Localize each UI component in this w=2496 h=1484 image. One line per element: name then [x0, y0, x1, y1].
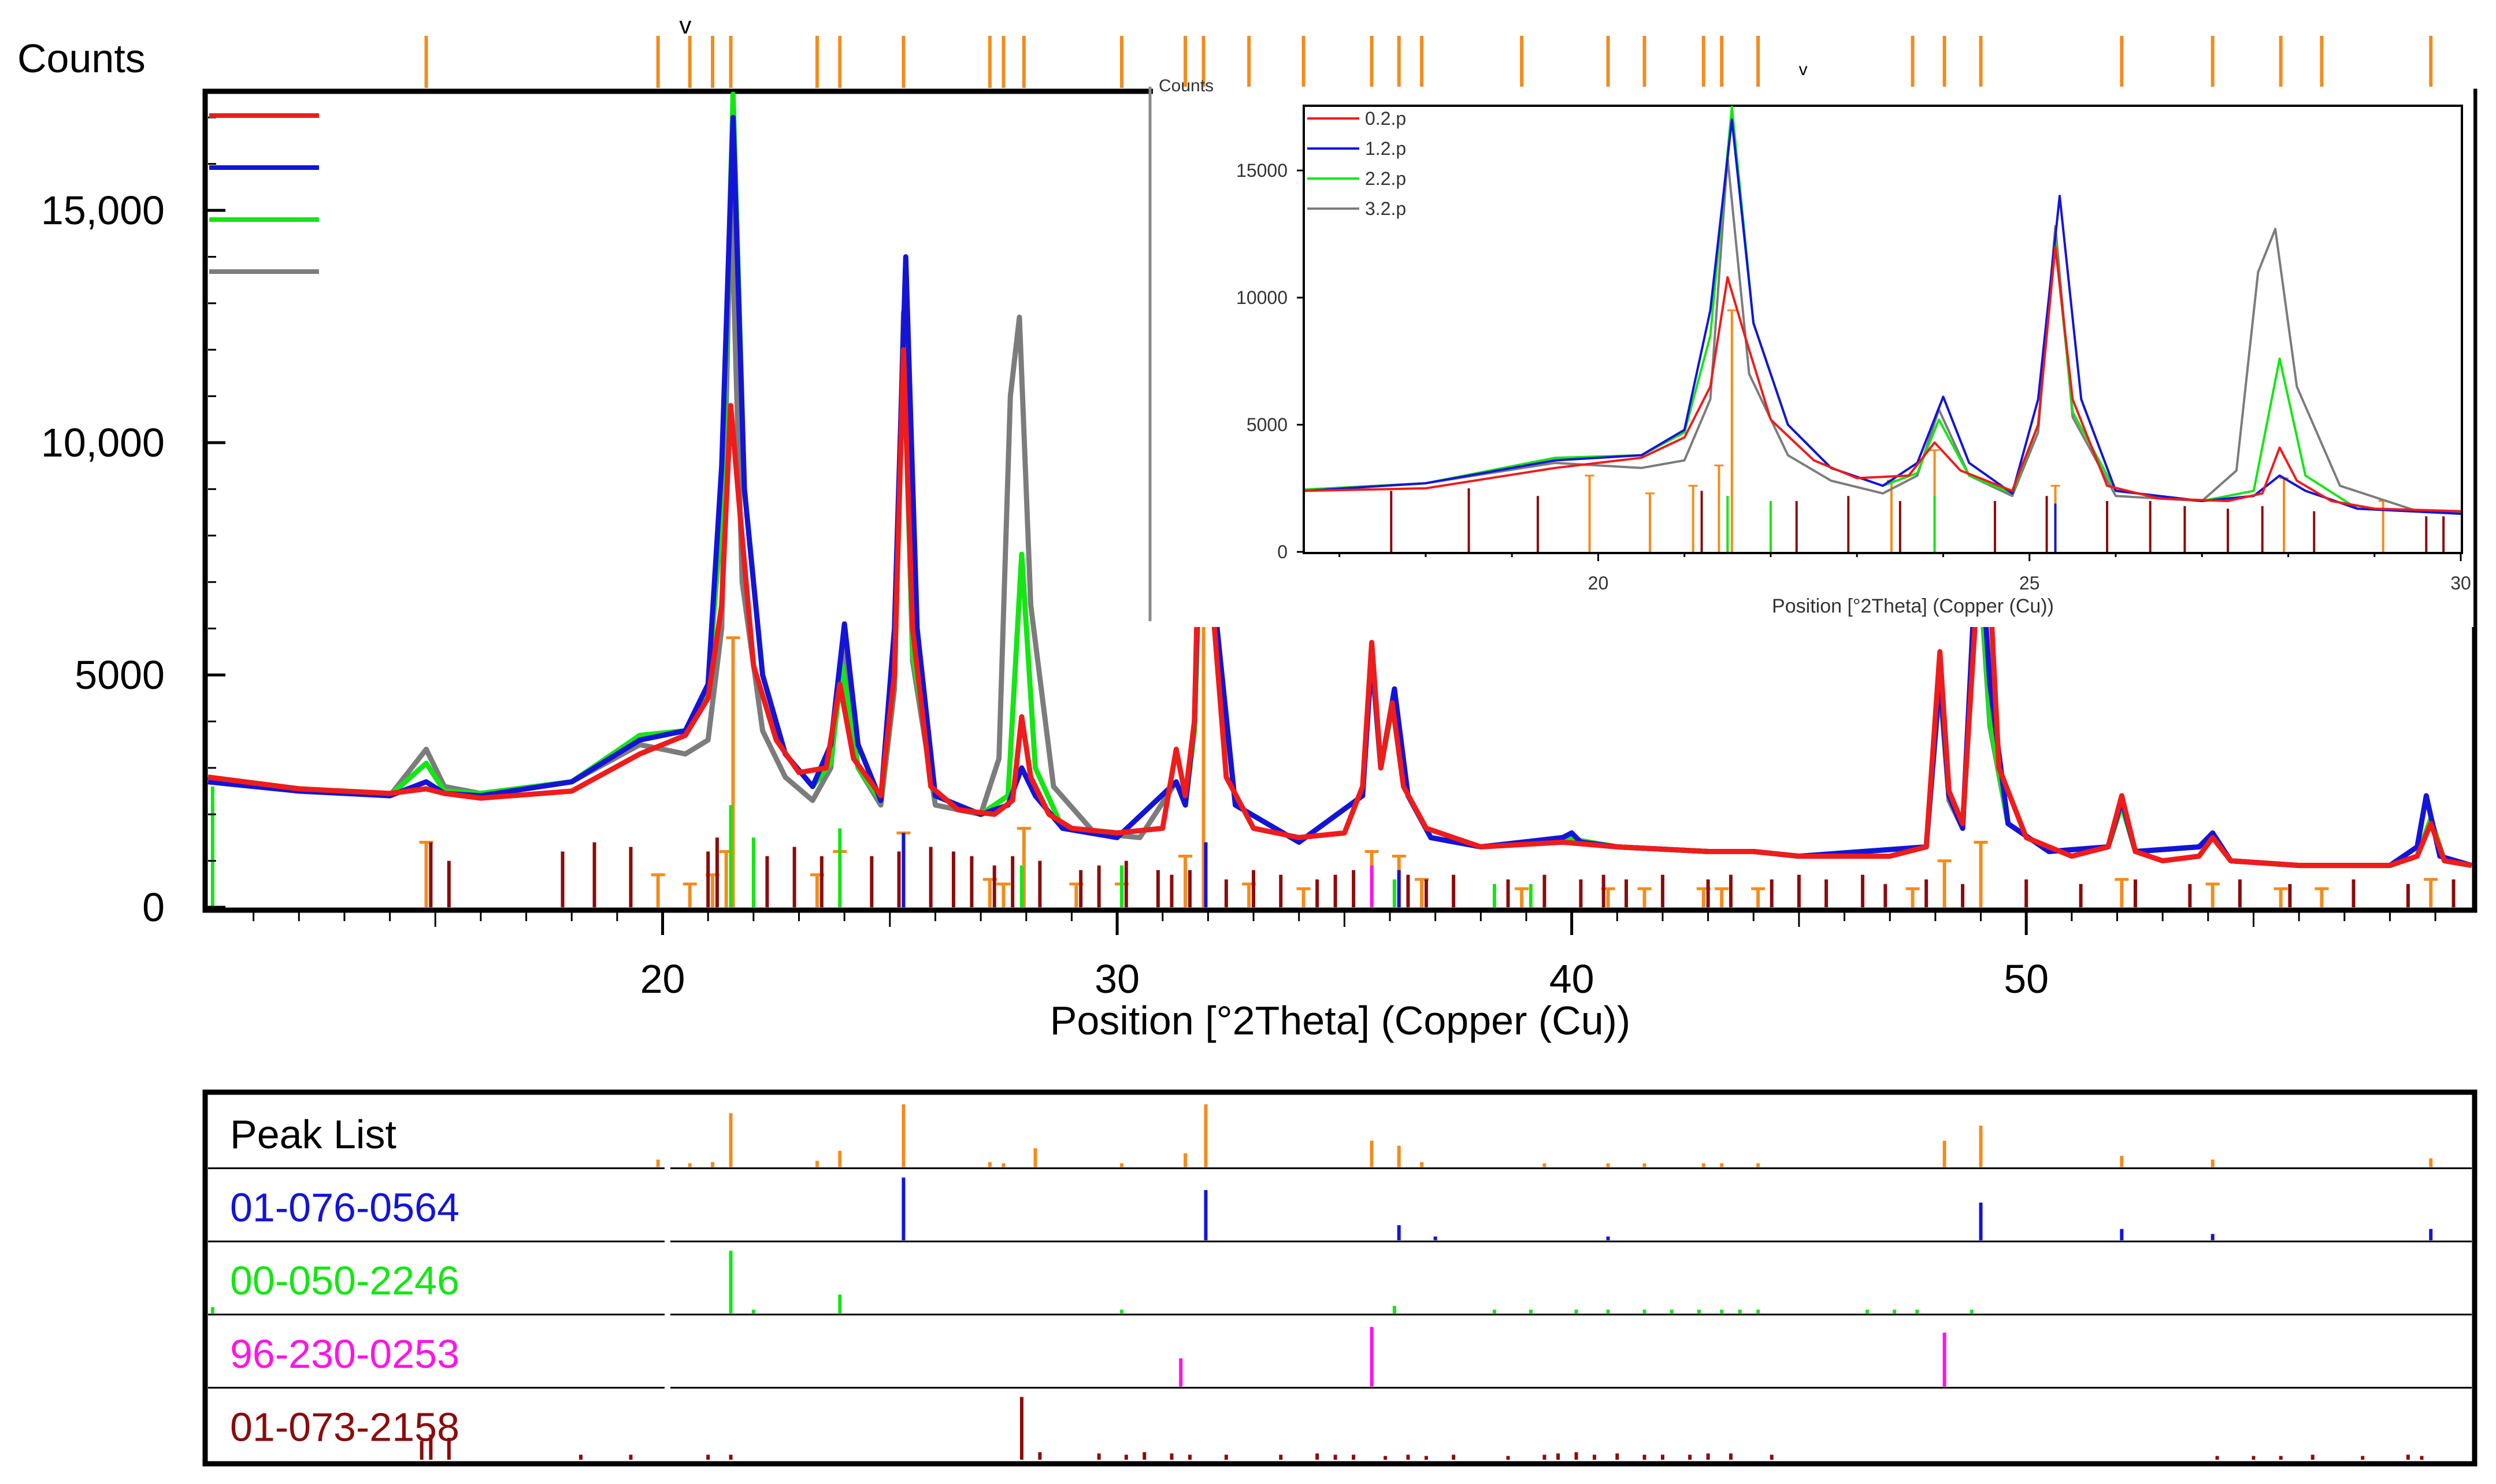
main-y-tick-label-3: 15,000: [41, 188, 165, 233]
reference-panel-frame: [202, 1089, 2478, 1467]
inset-y-ticks: 0 5000 10000 15000: [1236, 160, 1305, 562]
inset-series-red: [1304, 246, 2461, 513]
main-y-tick-label-0: 0: [142, 885, 165, 930]
main-x-tick-label-2: 40: [1549, 956, 1594, 1001]
inset-y-tick-label-1: 5000: [1247, 414, 1288, 435]
inset-y-tick-label-3: 15000: [1236, 160, 1288, 181]
inset-x-ticks: 20 25 30: [1338, 552, 2471, 593]
main-x-tick-label-1: 30: [1095, 956, 1140, 1001]
main-y-axis-title: Counts: [17, 36, 146, 81]
inset-x-tick-label-1: 25: [2019, 573, 2040, 593]
inset-legend: 0.2.p 1.2.p 2.2.p 3.2.p: [1307, 108, 1406, 219]
main-reference-markers: [210, 395, 2456, 907]
inset-chart: Counts v 0 5000 10000 15000 20 25 30 0.2.p 1.2…: [1153, 60, 2473, 627]
main-top-caret: v: [679, 12, 691, 39]
reference-row-label-1: 01-076-0564: [230, 1185, 459, 1230]
reference-rows: Peak List 01-076-0564 00-050-2246 96-230-02…: [208, 1104, 2472, 1460]
main-y-tick-label-1: 5000: [75, 652, 165, 698]
reference-row-label-0: Peak List: [230, 1112, 396, 1157]
main-series-red: [207, 337, 2472, 869]
inset-legend-label-3: 3.2.p: [1365, 198, 1406, 219]
reference-row-label-4: 01-073-2158: [230, 1404, 459, 1449]
inset-x-tick-label-0: 20: [1588, 573, 1609, 593]
main-x-tick-label-3: 50: [2004, 956, 2049, 1001]
inset-x-axis-title: Position [°2Theta] (Copper (Cu)): [1772, 595, 2054, 617]
main-series-blue: [207, 114, 2473, 869]
inset-legend-label-1: 1.2.p: [1365, 138, 1406, 159]
inset-top-caret: v: [1799, 60, 1808, 79]
main-legend: [209, 113, 319, 274]
main-y-ticks: 0 5000 10,000 15,000: [41, 116, 225, 930]
inset-reference-markers: [1390, 309, 2445, 552]
inset-y-axis-title: Counts: [1159, 76, 1214, 95]
main-x-tick-label-0: 20: [640, 956, 685, 1001]
inset-series-lines: [1304, 106, 2461, 515]
main-x-ticks: 20 30 40 50: [253, 912, 2436, 1001]
main-y-tick-label-2: 10,000: [41, 420, 165, 465]
main-top-markers: [424, 36, 2433, 88]
inset-legend-label-2: 2.2.p: [1365, 168, 1406, 189]
reference-panel: Peak List 01-076-0564 00-050-2246 96-230-02…: [202, 1089, 2478, 1467]
main-x-axis-title: Position [°2Theta] (Copper (Cu)): [1050, 998, 1631, 1043]
reference-row-label-2: 00-050-2246: [230, 1258, 459, 1303]
inset-y-tick-label-0: 0: [1277, 541, 1288, 562]
inset-x-tick-label-2: 30: [2450, 573, 2471, 593]
inset-series-green: [1304, 106, 2461, 515]
inset-y-tick-label-2: 10000: [1236, 287, 1288, 308]
inset-legend-label-0: 0.2.p: [1365, 108, 1406, 129]
reference-row-label-3: 96-230-0253: [230, 1331, 459, 1377]
